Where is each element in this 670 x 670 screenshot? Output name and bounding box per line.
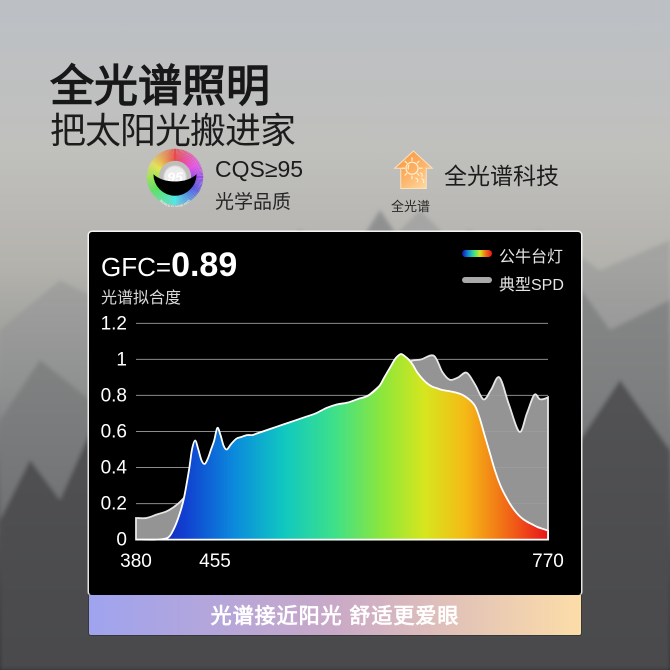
svg-text:380: 380 [120,551,152,572]
svg-text:455: 455 [199,551,231,572]
svg-text:0.4: 0.4 [101,458,128,479]
svg-text:0.8: 0.8 [101,385,127,406]
svg-text:770: 770 [532,551,564,572]
svg-text:1: 1 [116,349,127,370]
svg-text:0.2: 0.2 [101,494,127,515]
svg-text:1.2: 1.2 [101,313,127,334]
svg-text:0.6: 0.6 [101,422,127,443]
svg-text:0: 0 [116,530,127,551]
